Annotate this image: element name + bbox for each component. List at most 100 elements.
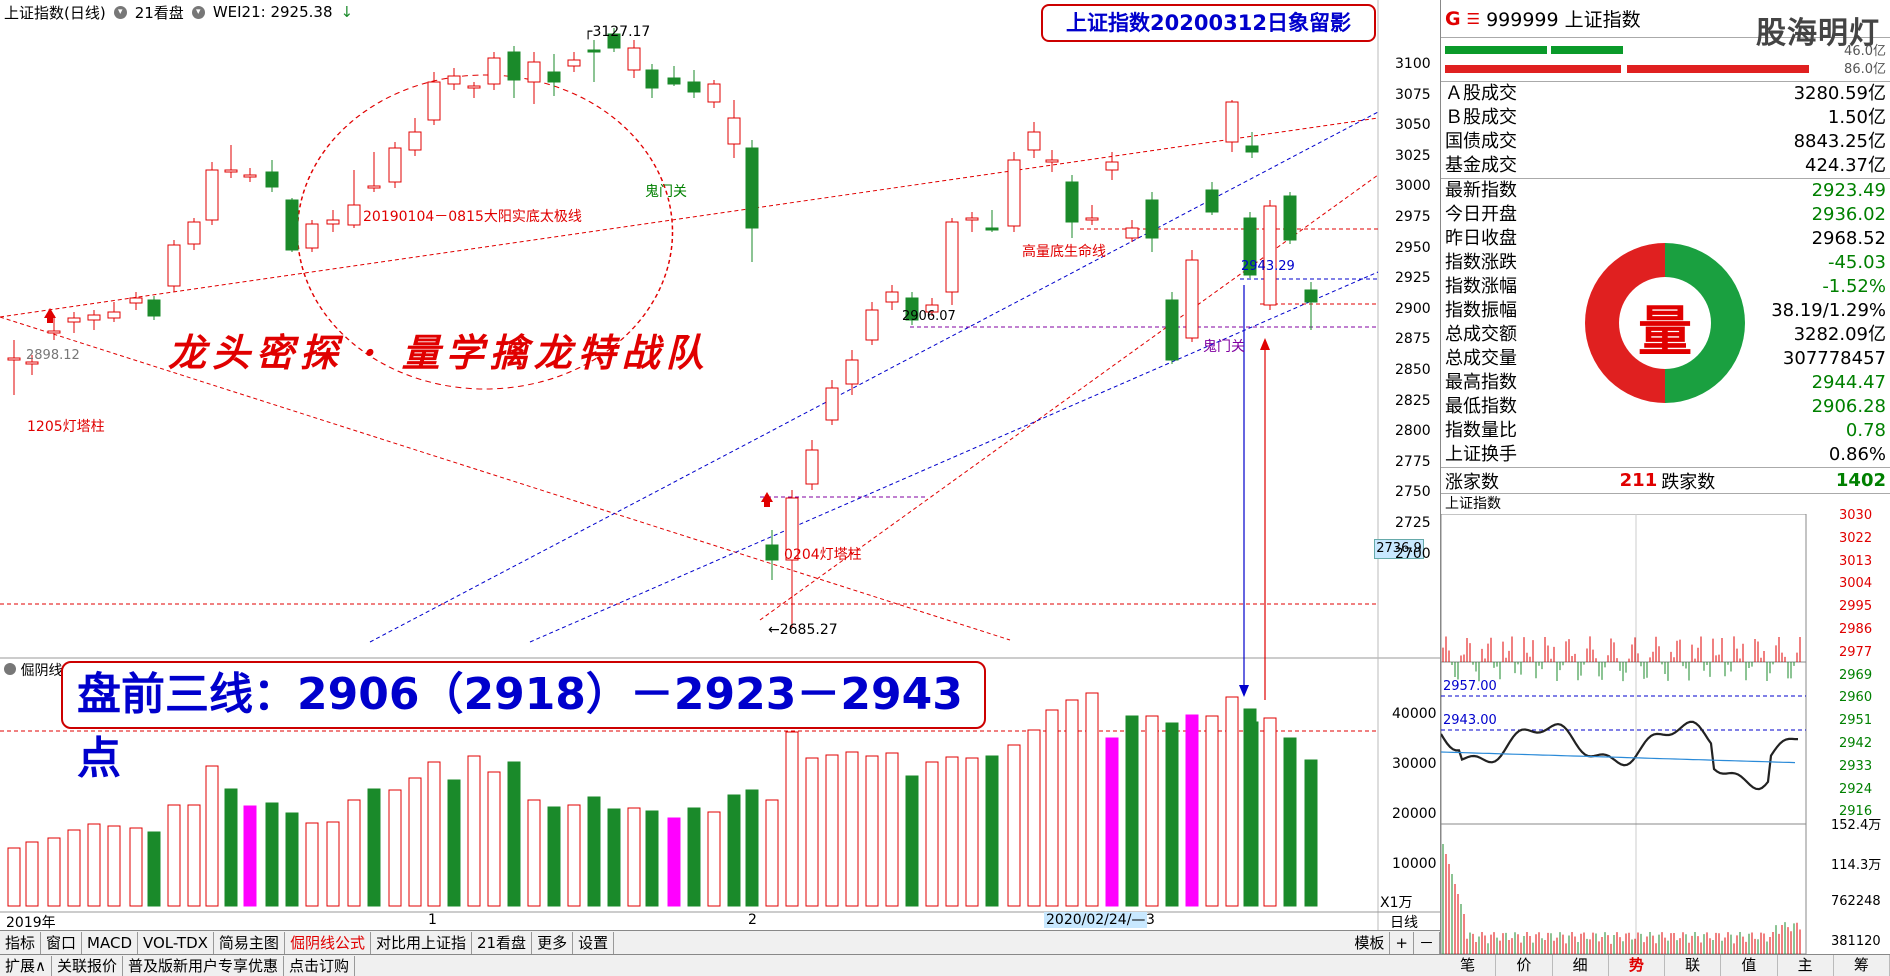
index-stat-label: 最低指数 (1445, 396, 1517, 417)
volume-bar (925, 761, 939, 907)
settings-icon-3[interactable] (4, 663, 16, 675)
mini-price-tick: 2942 (1839, 736, 1873, 751)
g-icon[interactable]: G (1445, 7, 1461, 30)
candle (1085, 217, 1099, 221)
index-stat-value: 2906.28 (1811, 396, 1886, 417)
index-stat-value: -45.03 (1827, 252, 1886, 273)
tab-xi[interactable]: 细 (1553, 955, 1609, 976)
candle (1263, 205, 1277, 306)
chart-title-box: 上证指数20200312日象留影 (1041, 4, 1376, 42)
candle (1245, 145, 1259, 153)
mini-vol-tick: 152.4万 (1831, 818, 1882, 833)
candle (925, 304, 939, 313)
candle (865, 309, 879, 341)
index-stat-row: 最高指数 2944.47 (1441, 371, 1890, 395)
candle (567, 59, 581, 67)
candle (47, 330, 61, 334)
kline-chart[interactable]: 上证指数(日线) ▾ 21看盘 ▾ WEI21: 2925.38 ↓ 上证指数2… (0, 0, 1440, 931)
price-tick: 2850 (1395, 362, 1431, 378)
volume-indicator-label[interactable]: 倔阴线 (4, 660, 62, 680)
zoom-in-button[interactable]: + (1390, 931, 1414, 954)
tab-macd[interactable]: MACD (82, 931, 138, 954)
price-tick: 2750 (1395, 484, 1431, 501)
tab-bi[interactable]: 笔 (1440, 955, 1497, 976)
symbol-label[interactable]: 上证指数(日线) (4, 3, 106, 22)
tab-simple-main[interactable]: 简易主图 (214, 931, 285, 954)
premarket-lines-box: 盘前三线：2906（2918）－2923－2943点 (61, 661, 986, 784)
candle (785, 497, 799, 561)
price-tick: 2700 (1395, 545, 1431, 562)
tab-jueyin-formula[interactable]: 倔阴线公式 (285, 931, 371, 954)
down-count-label: 跌家数 (1661, 471, 1716, 493)
volume-bar (67, 829, 81, 907)
candle (667, 77, 681, 85)
trend-line-red-steep (759, 174, 1379, 621)
price-tick: 2950 (1395, 239, 1431, 256)
settings-icon[interactable]: ▾ (113, 5, 127, 19)
candle (67, 317, 81, 323)
menu-icon[interactable]: ☰ (1466, 9, 1481, 28)
price-tick: 2800 (1395, 423, 1431, 440)
price-tick: 2725 (1395, 515, 1431, 531)
template-button[interactable]: 模板 (1349, 931, 1391, 954)
candle (25, 361, 39, 365)
index-stat-row: 昨日收盘 2968.52 (1441, 227, 1890, 251)
tab-zhu[interactable]: 主 (1778, 955, 1834, 976)
tab-shi[interactable]: 势 (1609, 955, 1665, 976)
expand-button[interactable]: 扩展∧ (0, 955, 52, 976)
tab-settings[interactable]: 设置 (573, 931, 615, 954)
candle (587, 49, 601, 53)
index-stat-value: 38.19/1.29% (1771, 300, 1886, 321)
tab-compare[interactable]: 对比用上证指 (371, 931, 472, 954)
volume-bar (1165, 722, 1179, 907)
tab-window[interactable]: 窗口 (41, 931, 83, 954)
tab-indicator[interactable]: 指标 (0, 931, 42, 954)
indicator-value: WEI21: 2925.38 (212, 3, 333, 21)
tab-21view[interactable]: 21看盘 (472, 931, 533, 954)
subscribe-link[interactable]: 点击订购 (284, 955, 356, 976)
volume-stat-row: Ｂ股成交 1.50亿 (1441, 106, 1890, 130)
tab-zhi[interactable]: 值 (1721, 955, 1778, 976)
candle (905, 297, 919, 321)
volume-stat-label: 基金成交 (1445, 155, 1517, 176)
lifeline-label: 高量底生命线 (1022, 244, 1106, 260)
candle (285, 199, 299, 251)
volume-tick: 30000 (1392, 756, 1437, 772)
tab-jia[interactable]: 价 (1496, 955, 1553, 976)
tab-lian[interactable]: 联 (1665, 955, 1722, 976)
period-label[interactable]: 日线 (1390, 915, 1418, 931)
volume-bar (367, 788, 381, 907)
tab-vol-tdx[interactable]: VOL-TDX (138, 931, 214, 954)
related-quote-button[interactable]: 关联报价 (52, 955, 123, 976)
volume-stat-value: 8843.25亿 (1793, 131, 1886, 152)
volume-bar (1145, 715, 1159, 907)
view-label[interactable]: 21看盘 (134, 3, 184, 22)
index-stat-row: 总成交额 3282.09亿 (1441, 323, 1890, 347)
volume-section: Ａ股成交 3280.59亿 Ｂ股成交 1.50亿 国债成交 8843.25亿 基金成交 424… (1441, 82, 1890, 179)
candle (129, 297, 143, 304)
intraday-chart[interactable]: 3030 3022 3013 3004 2995 2986 2977 2969 2960 2951… (1441, 508, 1890, 954)
mini-level-label-2: 2943.00 (1443, 713, 1497, 728)
volume-bar (905, 775, 919, 907)
candle (707, 83, 721, 103)
mini-level-label-1: 2957.00 (1443, 679, 1497, 694)
candle (7, 357, 21, 361)
candle (507, 51, 521, 81)
volume-bar (205, 765, 219, 907)
index-stat-value: 3282.09亿 (1793, 324, 1886, 345)
taiji-line-label: 20190104－0815大阳实底太极线 (363, 209, 582, 225)
settings-icon-2[interactable]: ▾ (191, 5, 205, 19)
candle (1145, 199, 1159, 239)
index-stat-value: 2936.02 (1811, 204, 1886, 225)
up-arrow-1 (44, 308, 56, 318)
intraday-svg (1441, 514, 1807, 954)
zoom-out-button[interactable]: － (1414, 931, 1440, 954)
candle (825, 387, 839, 421)
index-stat-row: 上证换手 0.86% (1441, 443, 1890, 467)
volume-bar (7, 847, 21, 907)
tab-more[interactable]: 更多 (532, 931, 574, 954)
peak-label: ┌3127.17 (584, 24, 651, 40)
promo-text[interactable]: 普及版新用户专享优惠 (123, 955, 285, 976)
sell-bar (1445, 65, 1621, 73)
tab-chou[interactable]: 筹 (1834, 955, 1890, 976)
